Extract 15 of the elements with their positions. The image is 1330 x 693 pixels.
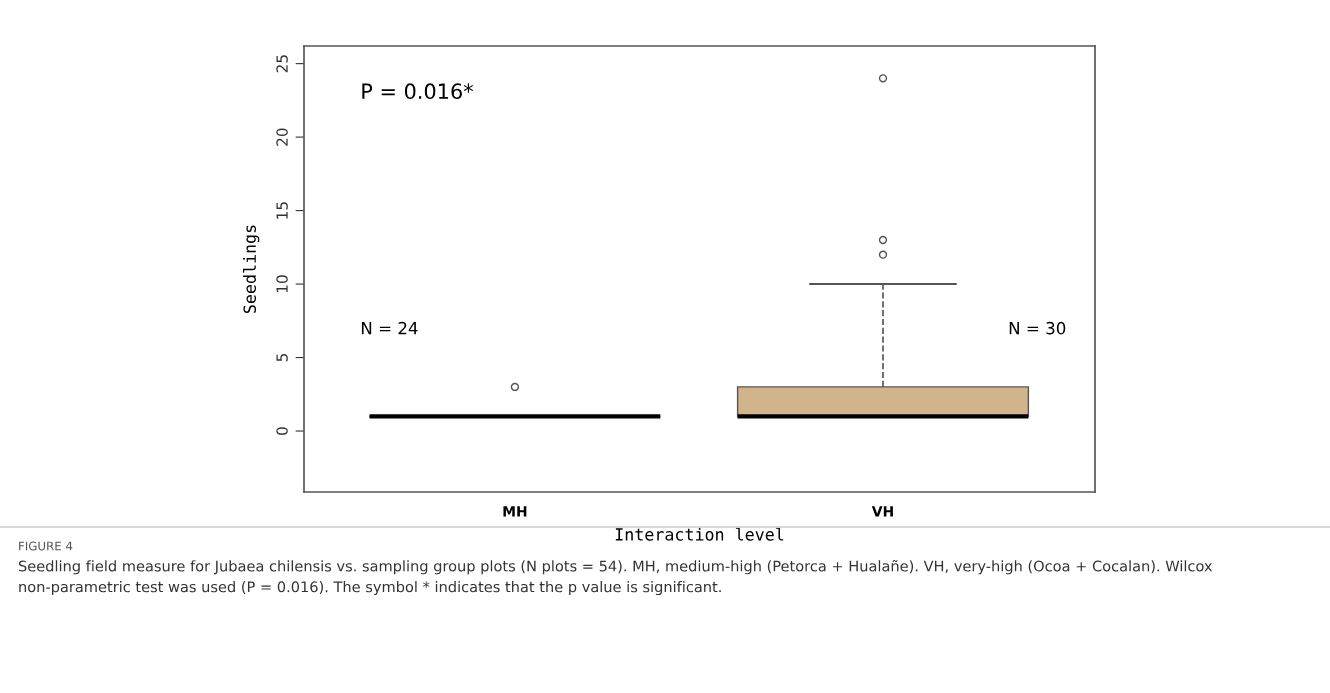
y-tick-label: 0	[276, 427, 288, 435]
y-tick-label: 10	[276, 275, 288, 293]
y-tick-label: 5	[276, 354, 288, 362]
annotation: N = 24	[361, 321, 418, 335]
y-tick-label: 15	[276, 202, 288, 219]
y-axis-title: Seedlings	[243, 225, 260, 314]
y-tick-label: 25	[276, 55, 288, 73]
x-tick-label: VH	[871, 506, 893, 517]
y-tick-label: 20	[276, 128, 288, 146]
x-tick-label: MH	[503, 506, 527, 517]
annotation: N = 30	[1009, 321, 1066, 335]
annotation: P = 0.016*	[362, 83, 474, 100]
text: Seedling field measure for Jubaea chilensis vs. sampling group plots (N plots = 54). MH, medium-high (Petorca + Hualañe). VH, very-high (Ocoa + Cocalan). Wilcox non-parametric test was used (P = 0.016). The symbol * indicates that the p value is significant.	[18, 560, 1213, 596]
x-axis-title: Interaction level	[615, 527, 784, 541]
caption: FIGURE 4	[19, 541, 73, 551]
